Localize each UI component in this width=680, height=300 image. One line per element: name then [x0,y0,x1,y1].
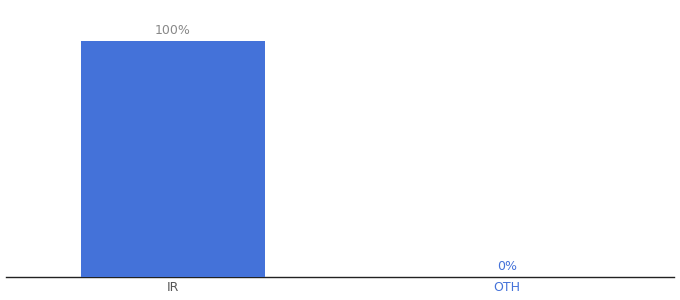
Text: 100%: 100% [155,24,190,38]
Text: 0%: 0% [497,260,517,273]
Bar [81,41,265,277]
